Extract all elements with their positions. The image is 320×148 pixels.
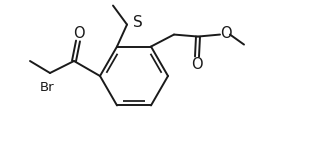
Text: O: O — [73, 26, 85, 41]
Text: Br: Br — [40, 81, 55, 94]
Text: S: S — [133, 15, 143, 30]
Text: O: O — [191, 57, 203, 71]
Text: O: O — [220, 26, 231, 41]
